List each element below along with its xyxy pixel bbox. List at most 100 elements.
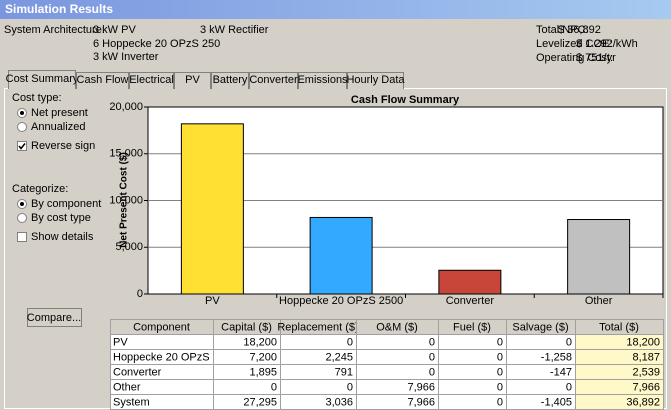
radio[interactable] (17, 122, 27, 132)
y-tick-label: 0 (137, 288, 143, 300)
table-cell-text: 2,245 (325, 351, 353, 363)
summary-label: Levelized COE: (536, 38, 612, 50)
tab[interactable] (8, 70, 76, 90)
radio-label[interactable]: By component (31, 198, 101, 210)
compare-button[interactable] (27, 308, 82, 327)
tab[interactable] (347, 72, 404, 90)
architecture-item: 6 Hoppecke 20 OPzS 250 (93, 38, 220, 50)
tab-label[interactable]: PV (185, 74, 200, 86)
y-tick-label: 5,000 (115, 241, 143, 253)
tab-label[interactable]: Electrical (129, 74, 174, 86)
tab[interactable] (249, 72, 298, 90)
bar (180, 123, 244, 295)
tab-label[interactable]: Emissions (297, 74, 348, 86)
table-header: O&M ($) (376, 321, 418, 333)
table-cell-text: 0 (271, 381, 277, 393)
tab[interactable] (174, 72, 211, 90)
y-tick-label: 15,000 (109, 148, 143, 160)
x-tick-label: PV (205, 295, 220, 307)
y-axis-label: Net Present Cost ($) (119, 152, 130, 248)
table-header: Capital ($) (221, 321, 272, 333)
radio-label[interactable]: Net present (31, 107, 88, 119)
table-cell-text: 0 (497, 381, 503, 393)
table-cell-text: 0 (497, 366, 503, 378)
table-cell-text: 18,200 (626, 336, 660, 348)
chart-title: Cash Flow Summary (351, 94, 460, 106)
checkbox-label[interactable]: Reverse sign (31, 140, 95, 152)
table-cell-text: 7,966 (407, 381, 435, 393)
table-cell (280, 334, 357, 350)
summary-label: Total NPC: (536, 24, 589, 36)
window-title: Simulation Results (5, 2, 113, 16)
y-tick-label: 20,000 (109, 101, 143, 113)
radio-label[interactable]: Annualized (31, 121, 85, 133)
table-cell-text: 2,539 (632, 366, 660, 378)
table-cell-text: System (113, 396, 150, 408)
table-cell-text: 7,966 (407, 396, 435, 408)
radio-dot (20, 202, 24, 206)
table-cell-text: 27,295 (243, 396, 277, 408)
table-cell-text: 3,036 (325, 396, 353, 408)
table-header: Fuel ($) (453, 321, 491, 333)
table-header: Component (133, 321, 190, 333)
radio-dot (20, 111, 24, 115)
x-tick-label: Other (585, 295, 613, 307)
bar (438, 269, 502, 295)
table-header: Salvage ($) (512, 321, 568, 333)
table-cell-text: Other (113, 381, 141, 393)
table-cell-text: 8,187 (632, 351, 660, 363)
table-cell-text: 0 (566, 336, 572, 348)
table-cell-text: 791 (335, 366, 353, 378)
table-cell (280, 379, 357, 395)
architecture-item: 3 kW Inverter (93, 51, 159, 63)
y-tick-label: 10,000 (109, 194, 143, 206)
table-cell-text: Converter (113, 366, 162, 378)
table-cell-text: 0 (429, 351, 435, 363)
table-cell-text: 0 (429, 336, 435, 348)
tab-label[interactable]: Battery (213, 74, 248, 86)
tab-label[interactable]: Hourly Data (346, 74, 405, 86)
checkbox[interactable] (17, 232, 27, 242)
architecture-label: System Architecture: (4, 24, 105, 36)
group-label: Categorize: (12, 183, 68, 195)
checkbox[interactable] (17, 141, 27, 151)
tab[interactable] (211, 72, 249, 90)
architecture-item: 3 kW Rectifier (200, 24, 269, 36)
table-cell-text: 0 (566, 381, 572, 393)
check-mark (18, 143, 26, 150)
table-cell-text: PV (113, 336, 128, 348)
tab[interactable] (129, 72, 174, 90)
table-cell (356, 364, 439, 380)
tab-label[interactable]: Cash Flow (77, 74, 129, 86)
x-tick-label: Converter (446, 295, 495, 307)
table-cell-text: -1,258 (541, 351, 572, 363)
radio-label[interactable]: By cost type (31, 212, 91, 224)
tab[interactable] (76, 72, 129, 90)
bar (309, 216, 373, 295)
table-cell-text: 36,892 (626, 396, 660, 408)
compare-button-label[interactable]: Compare... (27, 312, 81, 324)
table-cell-text: 7,966 (632, 381, 660, 393)
checkbox-label[interactable]: Show details (31, 231, 94, 243)
table-cell-text: -147 (550, 366, 572, 378)
table-header: Replacement ($) (277, 321, 358, 333)
table-cell (356, 334, 439, 350)
tab-label[interactable]: Cost Summary (6, 73, 79, 85)
x-tick-label: Hoppecke 20 OPzS 2500 (279, 295, 403, 307)
tab-label[interactable]: Converter (249, 74, 298, 86)
table-cell-text: Hoppecke 20 OPzS 250 (113, 351, 231, 363)
table-header: Total ($) (599, 321, 639, 333)
table-cell-text: 1,895 (249, 366, 277, 378)
group-label: Cost type: (12, 92, 62, 104)
summary-value: $ 751/yr (576, 52, 616, 64)
architecture-item: 3 kW PV (93, 24, 136, 36)
tab[interactable] (298, 72, 347, 90)
radio[interactable] (17, 213, 27, 223)
table-cell-text: 0 (347, 381, 353, 393)
bar (567, 219, 631, 295)
summary-value: $ 1.292/kWh (576, 38, 638, 50)
table-cell-text: 18,200 (243, 336, 277, 348)
table-cell (356, 349, 439, 365)
